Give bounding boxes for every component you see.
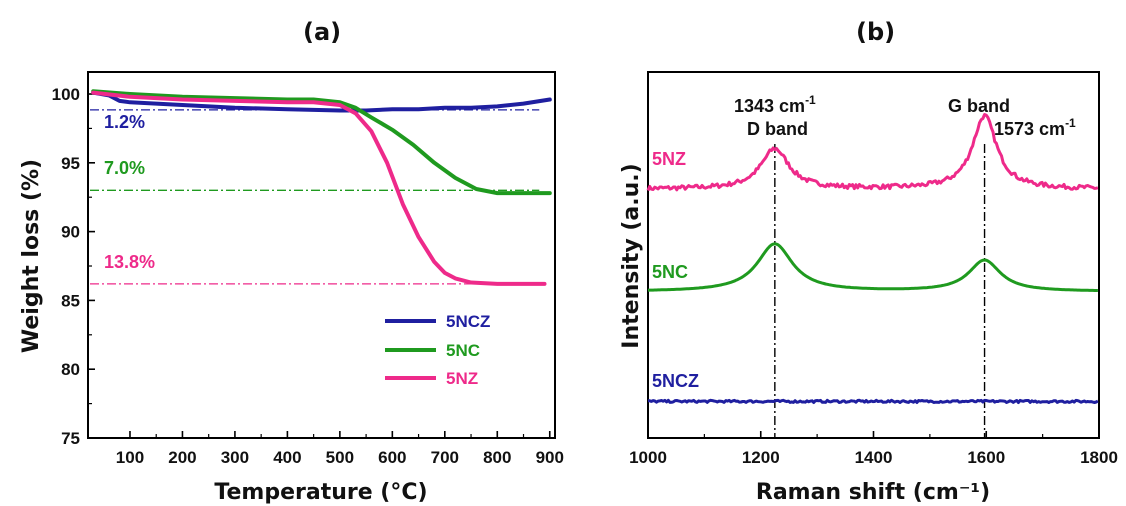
a-x-tick-label: 500 [326,448,354,467]
legend-label-5ncz: 5NCZ [446,312,490,331]
a-y-tick-label: 80 [61,360,80,379]
annotation-g-band: G band [948,96,1010,116]
a-x-tick-label: 300 [221,448,249,467]
panel-b-series [646,113,1099,404]
a-x-tick-label: 700 [431,448,459,467]
b-x-tick-label: 1400 [855,448,893,467]
legend: 5NCZ 5NC 5NZ [385,312,490,388]
b-x-tick-label: 1600 [967,448,1005,467]
panel-b-ticks: 1000 1200 1400 1600 1800 [629,431,1118,467]
a-x-tick-label: 100 [116,448,144,467]
a-y-tick-label: 75 [61,429,80,448]
annotation-g-shift: 1573 cm-1 [994,116,1076,139]
b-x-tick-label: 1000 [629,448,667,467]
annotation-d-band: D band [747,119,808,139]
series-label-5nz: 5NZ [652,149,686,169]
a-y-tick-label: 95 [61,154,80,173]
a-x-tick-label: 800 [483,448,511,467]
series-label-5nc: 5NC [652,262,688,282]
annotation-loss-5ncz: 1.2% [104,112,145,132]
a-x-tick-label: 400 [273,448,301,467]
series-line-5ncz [91,90,552,113]
legend-label-5nz: 5NZ [446,369,478,388]
spectrum-5nc [647,242,1098,292]
a-y-tick-label: 100 [52,85,80,104]
panel-a: (a) 100 200 300 400 500 600 700 800 900 75 80 85 90 9… [19,18,564,505]
panel-b-y-axis-label: Intensity (a.u.) [619,163,644,348]
panel-b: (b) 1000 1200 1400 1600 1800 1343 cm-1 D ban… [619,18,1118,505]
panel-b-x-axis-label: Raman shift (cm⁻¹) [756,480,990,505]
a-x-tick-label: 600 [378,448,406,467]
panel-a-frame [87,71,556,439]
panel-a-title: (a) [303,18,341,46]
spectrum-5ncz [648,398,1099,404]
legend-label-5nc: 5NC [446,341,480,360]
panel-a-y-axis-label: Weight loss (%) [19,159,44,353]
a-y-tick-label: 85 [61,291,80,310]
panel-b-title: (b) [856,18,895,46]
annotation-loss-5nc: 7.0% [104,158,145,178]
annotation-loss-5nz: 13.8% [104,252,155,272]
series-line-5nc [91,89,552,196]
b-x-tick-label: 1200 [742,448,780,467]
panel-a-reference-lines [90,109,540,285]
panel-a-x-axis-label: Temperature (°C) [214,480,427,505]
b-x-tick-label: 1800 [1080,448,1118,467]
series-label-5ncz: 5NCZ [652,371,699,391]
series-line-5nz [91,90,547,286]
a-x-tick-label: 900 [536,448,564,467]
spectrum-5nz [646,113,1099,192]
a-y-tick-label: 90 [61,223,80,242]
panel-a-ticks: 100 200 300 400 500 600 700 800 900 75 80 85 90 95 100 [52,85,564,467]
panel-a-series [91,89,552,286]
annotation-d-shift: 1343 cm-1 [734,93,816,116]
a-x-tick-label: 200 [168,448,196,467]
panel-b-peak-lines [774,144,986,438]
